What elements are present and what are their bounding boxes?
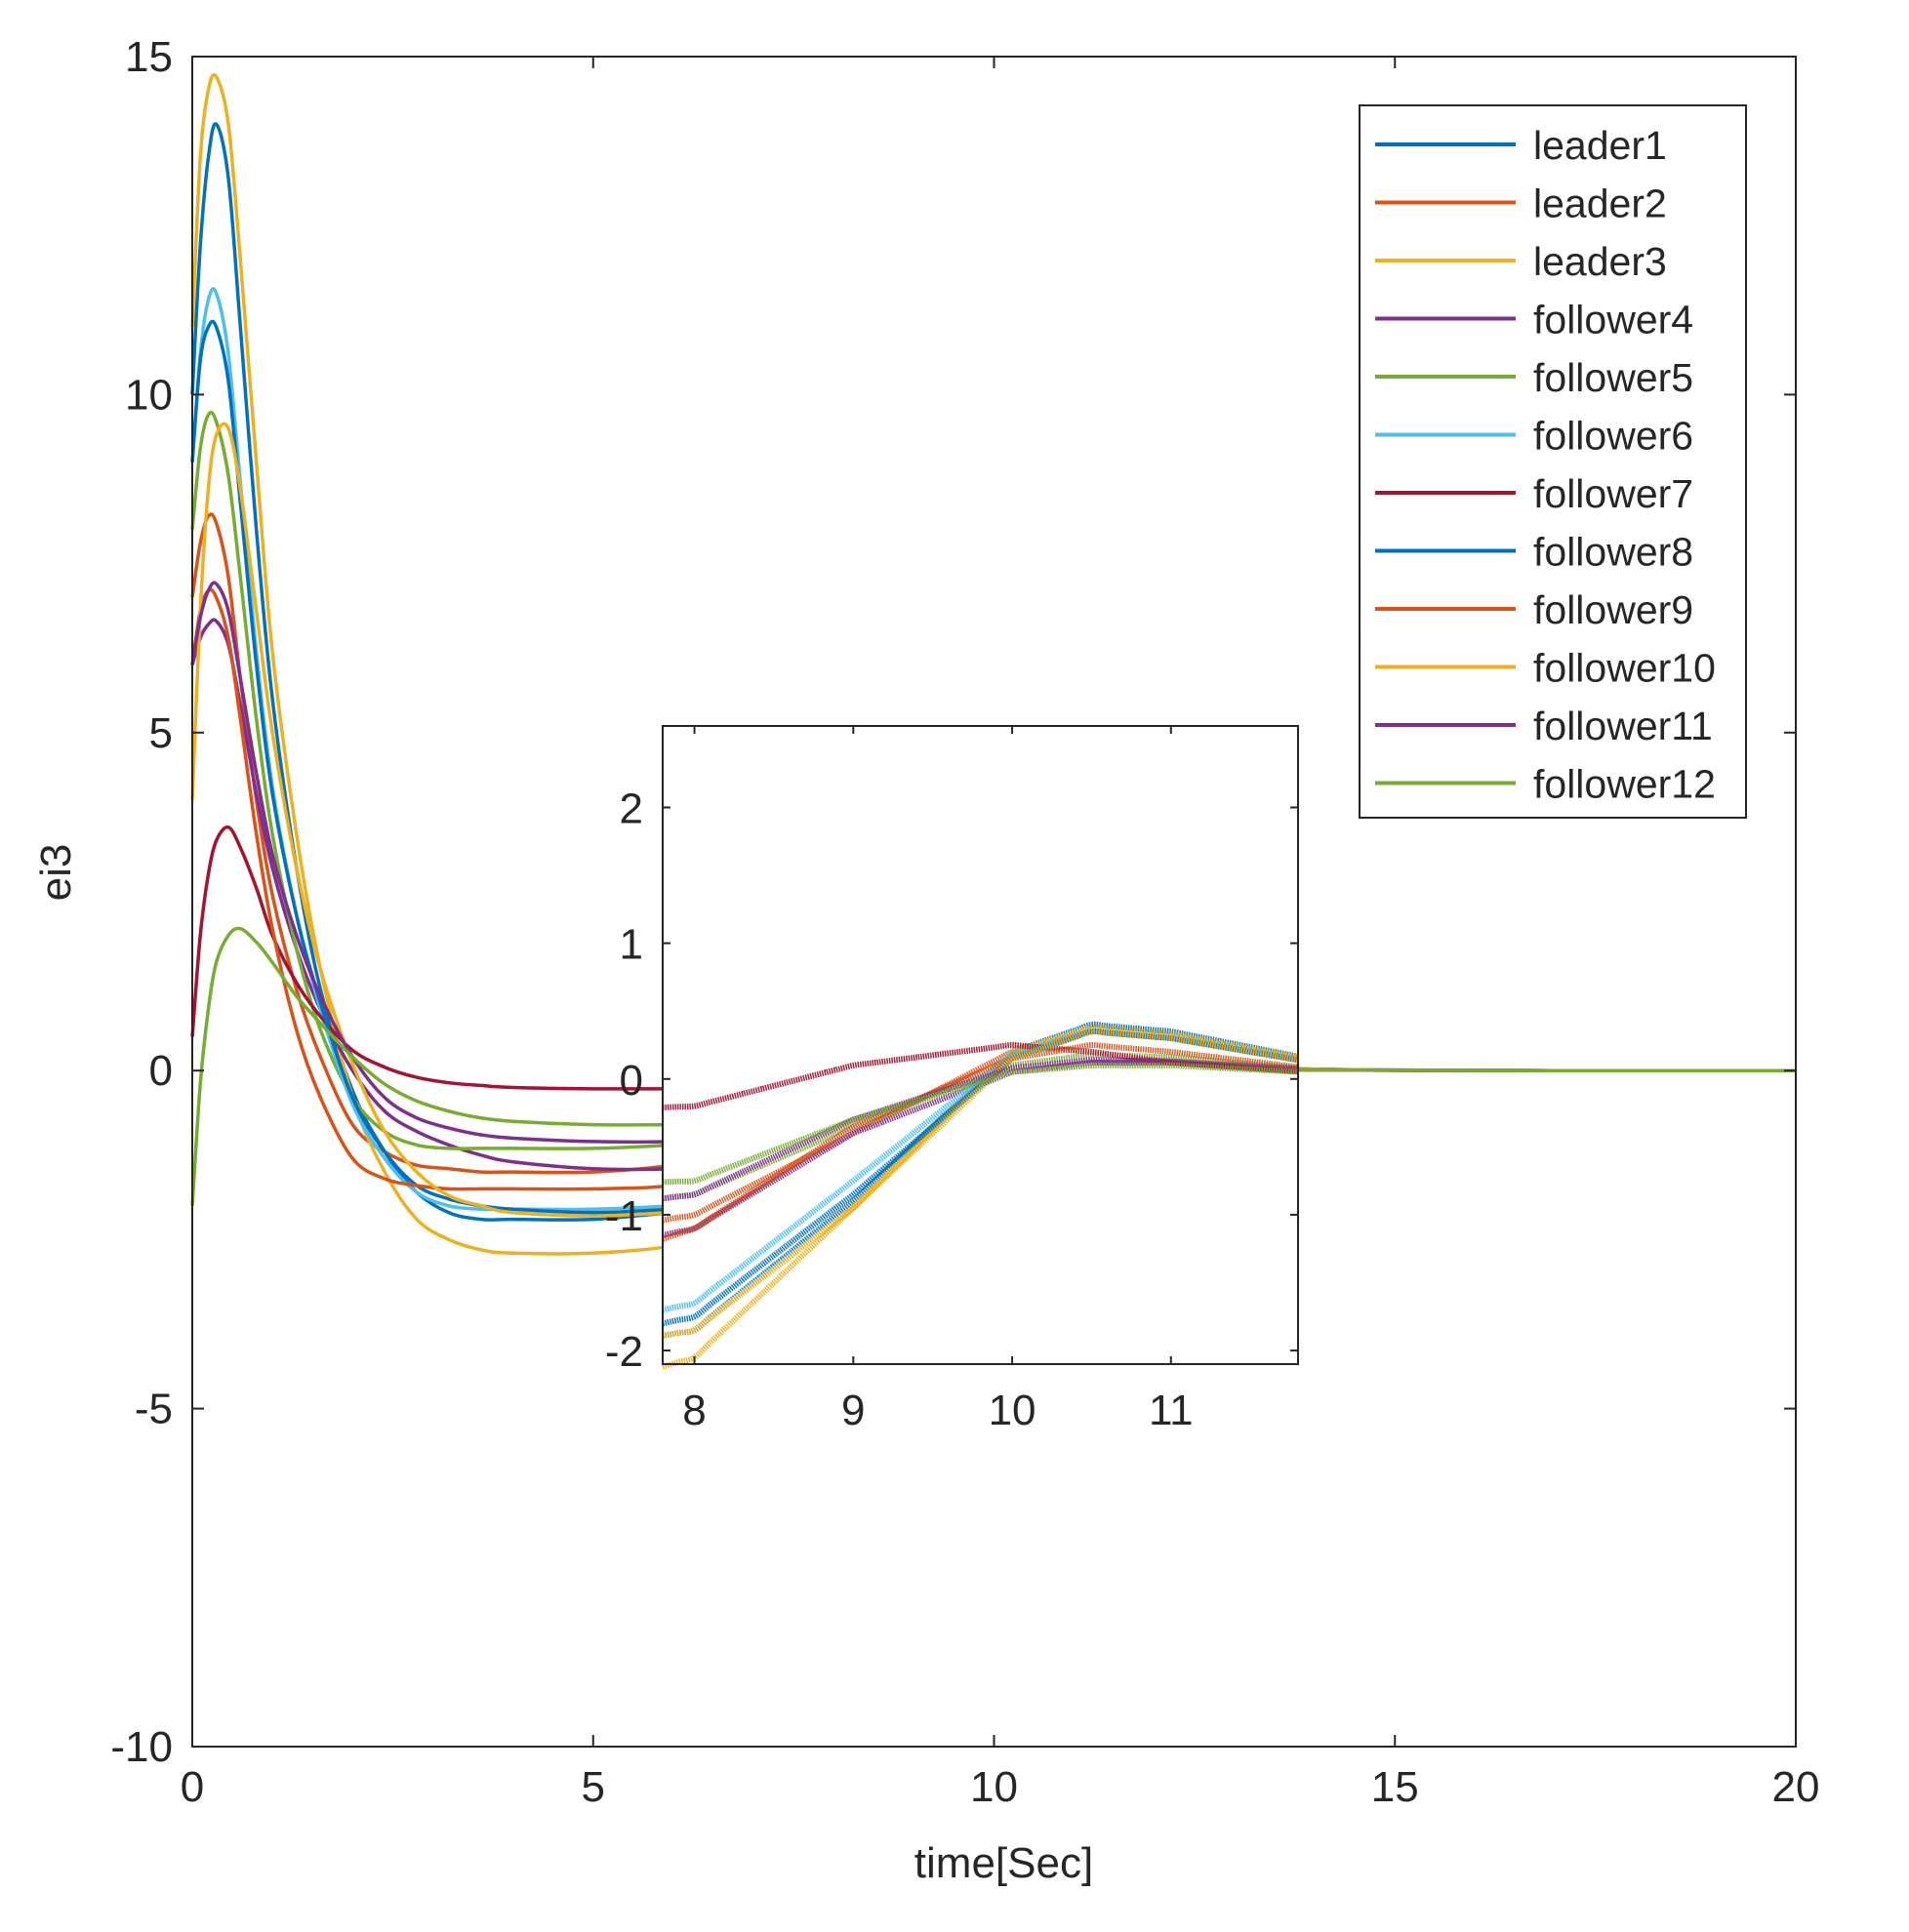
x-tick-label: 0 <box>181 1763 204 1811</box>
inset-axes-frame <box>662 725 1299 1365</box>
y-tick-label: 5 <box>149 709 173 757</box>
legend-items: leader1 leader2 leader3 follower4 follower5 f… <box>1375 123 1716 807</box>
x-axis-label: time[Sec] <box>914 1839 1093 1887</box>
x-tick-label: 10 <box>970 1763 1018 1811</box>
legend-item: follower4 <box>1375 298 1693 342</box>
legend-item: follower6 <box>1375 414 1693 459</box>
inset-ticks: 8 9 10 11 -2 -1 0 1 2 <box>605 726 1298 1434</box>
inset-y-tick-label: -2 <box>605 1328 643 1376</box>
inset-series-line-follower8 <box>662 1027 1299 1327</box>
legend-label: follower12 <box>1533 762 1716 807</box>
legend-label: follower8 <box>1533 530 1693 575</box>
y-tick-label: 0 <box>149 1047 173 1095</box>
inset-x-tick-label: 10 <box>989 1387 1036 1434</box>
legend-label: follower5 <box>1533 355 1693 400</box>
legend-item: follower9 <box>1375 587 1693 632</box>
legend-label: follower7 <box>1533 471 1693 516</box>
x-tick-label: 5 <box>582 1763 605 1811</box>
inset-x-tick-label: 8 <box>682 1387 706 1434</box>
legend-label: follower6 <box>1533 414 1693 459</box>
inset-series-line-follower11 <box>662 1057 1299 1202</box>
legend-label: follower10 <box>1533 646 1716 691</box>
legend-box <box>1359 104 1747 819</box>
y-tick-label: 10 <box>125 371 173 419</box>
inset-y-tick-label: 2 <box>620 785 643 832</box>
x-tick-label: 20 <box>1772 1763 1820 1811</box>
inset-series-line-follower9 <box>662 1041 1299 1242</box>
inset-y-tick-label: -1 <box>605 1192 643 1240</box>
legend: leader1 leader2 leader3 follower4 follower5 f… <box>1359 104 1747 819</box>
inset-series-lines <box>662 1021 1299 1370</box>
legend-item: follower11 <box>1375 704 1713 748</box>
legend-label: leader2 <box>1533 181 1667 226</box>
legend-item: follower7 <box>1375 471 1693 516</box>
x-tick-label: 15 <box>1371 1763 1419 1811</box>
legend-label: follower9 <box>1533 587 1693 632</box>
legend-item: follower12 <box>1375 762 1716 807</box>
legend-item: follower8 <box>1375 530 1693 575</box>
legend-item: leader2 <box>1375 181 1667 226</box>
inset-y-tick-label: 1 <box>620 921 643 969</box>
inset-axes: 8 9 10 11 -2 -1 0 1 2 <box>605 725 1299 1434</box>
legend-item: follower5 <box>1375 355 1693 400</box>
y-axis-label: ei3 <box>32 844 80 902</box>
inset-y-tick-label: 0 <box>620 1057 643 1105</box>
inset-series-line-follower12 <box>662 1062 1299 1186</box>
legend-item: leader1 <box>1375 123 1667 168</box>
legend-item: leader3 <box>1375 239 1667 284</box>
y-tick-label: -5 <box>135 1386 173 1433</box>
y-tick-label: 15 <box>125 33 173 81</box>
inset-x-tick-label: 11 <box>1149 1387 1194 1434</box>
legend-label: follower11 <box>1533 704 1713 748</box>
y-tick-label: -10 <box>110 1723 173 1771</box>
legend-label: leader3 <box>1533 239 1667 284</box>
legend-item: follower10 <box>1375 646 1716 691</box>
inset-series-line-follower10 <box>662 1027 1299 1339</box>
legend-label: follower4 <box>1533 298 1693 342</box>
inset-x-tick-label: 9 <box>841 1387 865 1434</box>
legend-label: leader1 <box>1533 123 1667 168</box>
